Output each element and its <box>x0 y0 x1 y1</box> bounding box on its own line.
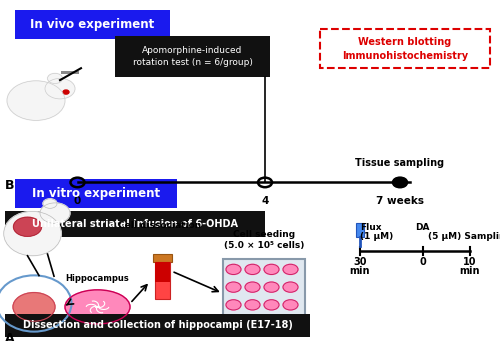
Bar <box>61 71 78 74</box>
Ellipse shape <box>4 211 61 256</box>
Ellipse shape <box>0 276 72 331</box>
Bar <box>154 262 170 282</box>
Text: Flux: Flux <box>360 223 382 232</box>
Text: Cell dissociation: Cell dissociation <box>118 221 202 230</box>
Text: In vivo experiment: In vivo experiment <box>30 18 154 31</box>
Bar <box>152 254 172 262</box>
Circle shape <box>264 282 279 292</box>
Text: In vitro experiment: In vitro experiment <box>32 187 160 200</box>
Circle shape <box>393 178 407 187</box>
Text: 0: 0 <box>419 257 426 267</box>
Circle shape <box>43 199 57 208</box>
Circle shape <box>226 282 241 292</box>
Circle shape <box>13 293 55 321</box>
Circle shape <box>283 282 298 292</box>
Text: 30: 30 <box>353 257 367 267</box>
Circle shape <box>226 264 241 275</box>
Bar <box>15 179 177 208</box>
Text: Cell seeding
(5.0 × 10⁵ cells): Cell seeding (5.0 × 10⁵ cells) <box>224 230 304 250</box>
Circle shape <box>283 264 298 275</box>
Text: min: min <box>460 266 480 276</box>
Text: 4: 4 <box>262 196 268 206</box>
Circle shape <box>264 264 279 275</box>
Text: A: A <box>5 332 15 341</box>
Text: 10: 10 <box>463 257 477 267</box>
Circle shape <box>7 81 65 120</box>
Circle shape <box>63 90 69 94</box>
Circle shape <box>40 203 70 223</box>
Bar <box>356 223 364 237</box>
Bar <box>320 29 490 68</box>
Text: 0: 0 <box>74 196 81 206</box>
Ellipse shape <box>65 290 130 324</box>
Circle shape <box>245 300 260 310</box>
Text: min: min <box>350 266 370 276</box>
Text: (1 μM): (1 μM) <box>360 232 393 241</box>
Circle shape <box>245 282 260 292</box>
Circle shape <box>70 178 85 187</box>
Text: Unilateral striatal infusion of 6-OHDA: Unilateral striatal infusion of 6-OHDA <box>32 219 238 229</box>
Text: Apomorphine-induced
rotation test (n = 6/group): Apomorphine-induced rotation test (n = 6… <box>132 45 252 67</box>
Text: (5 μM) Sampling: (5 μM) Sampling <box>428 232 500 241</box>
Circle shape <box>48 73 62 84</box>
Bar <box>154 262 170 299</box>
Circle shape <box>245 264 260 275</box>
Text: Western blotting
Immunohistochemistry: Western blotting Immunohistochemistry <box>342 36 468 61</box>
Circle shape <box>258 178 272 187</box>
Bar <box>222 259 305 322</box>
Text: DA: DA <box>415 223 430 232</box>
Circle shape <box>283 300 298 310</box>
Bar <box>5 211 265 237</box>
Text: Tissue sampling: Tissue sampling <box>356 158 444 168</box>
Text: B: B <box>5 179 15 192</box>
Circle shape <box>226 300 241 310</box>
Circle shape <box>45 78 75 99</box>
Text: Dissection and collection of hippocampi (E17-18): Dissection and collection of hippocampi … <box>22 320 292 330</box>
Circle shape <box>14 217 42 236</box>
Text: Hippocampus: Hippocampus <box>66 274 130 283</box>
Bar <box>15 10 170 39</box>
Bar <box>115 36 270 77</box>
Circle shape <box>264 300 279 310</box>
Text: 7 weeks: 7 weeks <box>376 196 424 206</box>
Bar <box>5 314 310 337</box>
